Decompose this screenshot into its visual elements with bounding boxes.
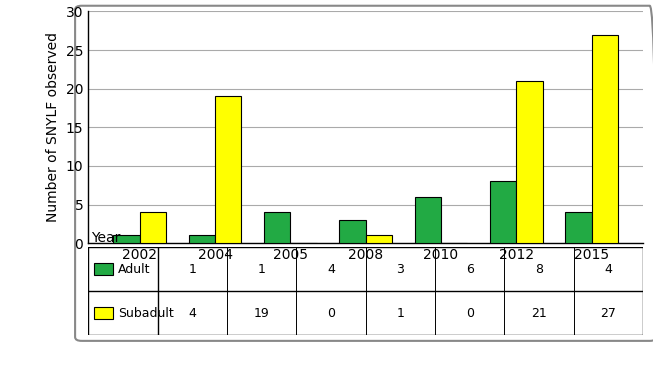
Bar [517,81,543,243]
Bar [114,236,140,243]
Text: 6: 6 [466,263,473,275]
Text: 8: 8 [535,263,543,275]
Text: 4: 4 [188,307,196,319]
Bar [490,182,517,243]
Text: 4: 4 [327,263,335,275]
Bar [189,236,215,243]
Bar [340,220,366,243]
Text: 0: 0 [327,307,335,319]
Text: 21: 21 [532,307,547,319]
Bar [264,212,291,243]
Bar [140,212,166,243]
Bar [215,97,242,243]
Text: 1: 1 [396,307,404,319]
Text: 4: 4 [605,263,613,275]
Bar [592,35,618,243]
Text: Year: Year [91,231,121,245]
FancyBboxPatch shape [94,307,113,319]
Text: 19: 19 [254,307,270,319]
Bar [415,197,441,243]
Bar [565,212,592,243]
Text: 27: 27 [601,307,616,319]
Y-axis label: Number of SNYLF observed: Number of SNYLF observed [46,32,60,223]
Text: 1: 1 [258,263,266,275]
Text: 0: 0 [466,307,474,319]
Text: 1: 1 [188,263,196,275]
FancyBboxPatch shape [94,263,113,275]
Text: Adult: Adult [118,263,150,275]
Bar [366,236,392,243]
Text: 3: 3 [396,263,404,275]
Text: Subadult: Subadult [118,307,174,319]
